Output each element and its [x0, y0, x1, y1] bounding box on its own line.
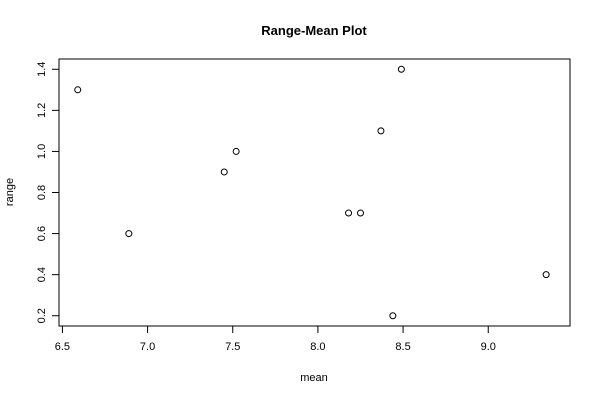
data-point: [542, 271, 550, 279]
x-tick-label: 8.0: [310, 341, 325, 353]
data-point: [74, 86, 82, 94]
y-tick-label: 0.6: [36, 226, 48, 241]
data-point: [389, 312, 397, 320]
chart-title: Range-Mean Plot: [261, 23, 367, 38]
x-tick-label: 7.5: [225, 341, 240, 353]
y-tick-label: 0.2: [36, 308, 48, 323]
y-tick-label: 0.4: [36, 267, 48, 282]
y-tick-label: 1.4: [36, 62, 48, 77]
y-tick-label: 1.2: [36, 103, 48, 118]
data-point: [356, 209, 364, 217]
x-tick-label: 6.5: [55, 341, 70, 353]
y-axis-label: range: [4, 178, 16, 206]
y-tick-label: 1.0: [36, 144, 48, 159]
x-axis: 6.5 7.0 7.5 8.0 8.5 9.0: [55, 325, 496, 353]
y-tick-label: 0.8: [36, 185, 48, 200]
data-point: [397, 65, 405, 73]
data-point: [220, 168, 228, 176]
plot-area-border: [58, 58, 571, 327]
data-point: [377, 127, 385, 135]
x-tick-label: 7.0: [140, 341, 155, 353]
data-points: [74, 65, 550, 320]
x-tick-label: 9.0: [481, 341, 496, 353]
y-axis: 0.2 0.4 0.6 0.8 1.0 1.2 1.4: [36, 62, 60, 323]
data-point: [232, 147, 240, 155]
data-point: [125, 230, 133, 238]
data-point: [345, 209, 353, 217]
x-axis-label: mean: [300, 372, 328, 384]
x-tick-label: 8.5: [395, 341, 410, 353]
